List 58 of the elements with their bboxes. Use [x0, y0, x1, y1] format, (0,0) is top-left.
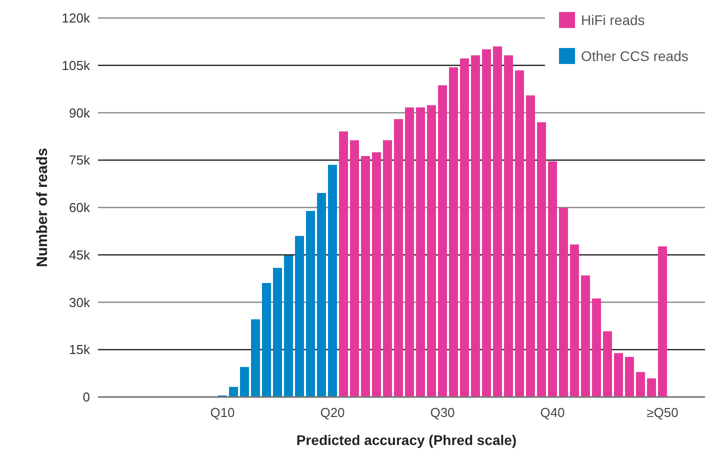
- legend-label: HiFi reads: [581, 12, 645, 28]
- y-tick-label: 90k: [69, 105, 90, 120]
- bar: [228, 386, 238, 397]
- bar: [492, 46, 502, 397]
- bar: [592, 298, 602, 397]
- y-tick-label: 120k: [62, 10, 90, 26]
- bar: [262, 282, 272, 397]
- bar: [614, 353, 624, 397]
- x-tick-label: Q20: [320, 405, 345, 420]
- x-tick-label: Q30: [430, 405, 455, 420]
- bar: [558, 208, 568, 397]
- x-axis-title: Predicted accuracy (Phred scale): [296, 432, 517, 448]
- bar: [536, 122, 546, 397]
- bar: [416, 107, 426, 397]
- bar: [460, 58, 470, 397]
- bar: [250, 319, 260, 397]
- bar: [580, 275, 590, 397]
- bar: [658, 246, 668, 397]
- bar: [272, 268, 282, 397]
- bar: [548, 161, 558, 397]
- bar: [438, 85, 448, 397]
- bar: [526, 95, 536, 397]
- bar: [448, 67, 458, 397]
- bar: [394, 119, 404, 397]
- bar: [294, 236, 304, 397]
- bar: [240, 366, 250, 397]
- y-tick-label: 75k: [69, 152, 90, 168]
- y-tick-label: 30k: [69, 294, 90, 310]
- bar: [470, 55, 480, 397]
- x-tick-label: Q10: [210, 405, 235, 420]
- bar: [316, 192, 326, 397]
- bar: [504, 55, 514, 397]
- bar: [636, 372, 646, 397]
- bar: [328, 164, 338, 397]
- x-tick-label: Q40: [540, 405, 565, 420]
- legend-label: Other CCS reads: [581, 48, 688, 64]
- bar: [372, 152, 382, 397]
- bar: [338, 131, 348, 397]
- y-axis-title: Number of reads: [34, 148, 51, 268]
- bar: [350, 140, 360, 397]
- bar: [426, 105, 436, 397]
- x-tick-label: ≥Q50: [646, 405, 678, 420]
- y-tick-label: 15k: [69, 342, 90, 358]
- y-tick-label: 0: [82, 390, 90, 405]
- bar: [602, 331, 612, 397]
- bar: [570, 244, 580, 397]
- bar: [284, 256, 294, 397]
- bar: [482, 49, 492, 397]
- bar: [360, 156, 370, 397]
- y-tick-label: 60k: [69, 200, 90, 216]
- bar: [624, 356, 634, 397]
- bar: [404, 107, 414, 397]
- y-tick-label: 45k: [69, 247, 90, 262]
- bar: [646, 378, 656, 397]
- bar: [382, 140, 392, 397]
- bar: [514, 70, 524, 397]
- bar: [306, 210, 316, 397]
- y-tick-label: 105k: [62, 58, 90, 73]
